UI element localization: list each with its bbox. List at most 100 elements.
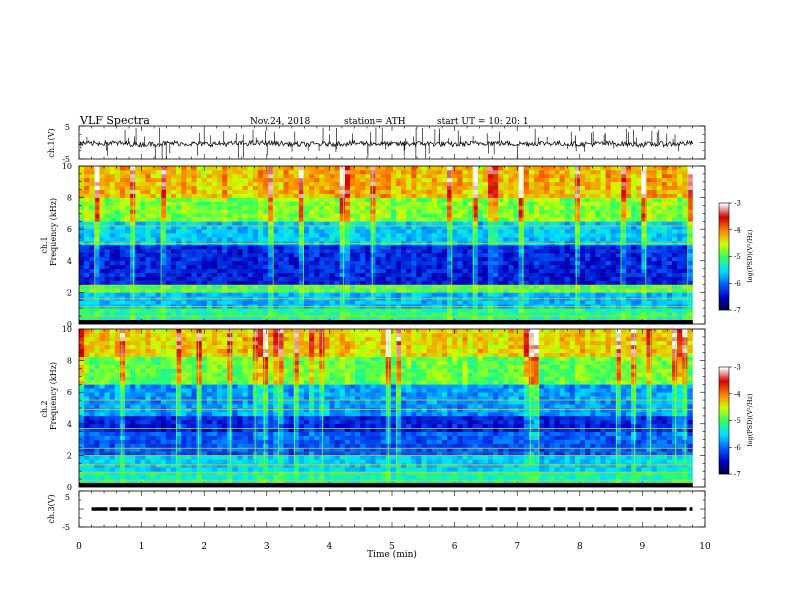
spectrogram-cell — [401, 205, 407, 210]
spectrogram-cell — [672, 193, 678, 198]
spectrogram-cell — [523, 201, 530, 206]
spectrogram-cell — [646, 201, 652, 206]
spectrogram-cell — [626, 268, 632, 273]
spectrogram-cell — [656, 260, 663, 266]
spectrogram-cell — [651, 292, 657, 297]
spectrogram-cell — [462, 280, 468, 285]
spectrogram-cell — [375, 177, 381, 183]
spectrogram-cell — [104, 181, 110, 187]
spectrogram-cell — [677, 272, 683, 277]
spectrogram-cell — [580, 201, 586, 206]
spectrogram-cell — [349, 312, 356, 317]
spectrogram-cell — [477, 177, 484, 183]
spectrogram-cell — [462, 169, 468, 175]
spectrogram-cell — [283, 288, 289, 293]
spectrogram-cell — [79, 288, 85, 293]
spectrogram-cell — [411, 292, 417, 297]
spectrogram-cell — [406, 193, 412, 198]
spectrogram-cell — [595, 237, 601, 242]
spectrogram-cell — [503, 292, 509, 297]
spectrogram-cell — [395, 284, 402, 289]
spectrogram-cell — [528, 256, 535, 262]
spectrogram-cell — [518, 221, 525, 226]
spectrogram-cell — [370, 233, 376, 238]
spectrogram-cell — [518, 229, 525, 234]
spectrogram-cell — [636, 169, 642, 175]
spectrogram-cell — [263, 284, 269, 289]
spectrogram-cell — [672, 272, 678, 277]
spectrogram-cell — [534, 193, 540, 198]
spectrogram-cell — [574, 288, 581, 293]
spectrogram-cell — [600, 252, 606, 258]
spectrogram-cell — [487, 312, 494, 317]
spectrogram-cell — [636, 185, 642, 190]
spectrogram-cell — [109, 189, 116, 194]
spectrogram-cell — [380, 280, 387, 285]
spectrogram-cell — [544, 256, 550, 262]
spectrogram-cell — [518, 213, 525, 218]
spectrogram-cell — [600, 308, 606, 313]
spectrogram-cell — [385, 264, 392, 269]
spectrogram-cell — [559, 308, 565, 313]
spectrogram-cell — [406, 268, 412, 273]
spectrogram-cell — [109, 193, 116, 198]
spectrogram-cell — [176, 288, 182, 293]
spectrogram-cell — [457, 213, 463, 218]
spectrogram-cell — [677, 233, 683, 238]
spectrogram-cell — [385, 260, 392, 266]
spectrogram-cell — [508, 288, 514, 293]
spectrogram-cell — [421, 292, 427, 297]
spectrogram-cell — [585, 233, 591, 238]
spectrogram-cell — [406, 308, 412, 313]
spectrogram-cell — [303, 292, 310, 297]
spectrogram-cell — [247, 177, 254, 183]
spectrogram-cell — [104, 209, 110, 214]
spectrogram-cell — [201, 284, 208, 289]
spectrogram-cell — [375, 237, 381, 242]
spectrogram-cell — [257, 221, 264, 226]
spectrogram-cell — [518, 197, 525, 202]
spectrogram-cell — [661, 264, 668, 269]
spectrogram-cell — [395, 264, 402, 269]
spectrogram-cell — [600, 225, 606, 230]
spectrogram-cell — [181, 300, 187, 305]
spectrogram-cell — [349, 229, 356, 234]
spectrogram-cell — [677, 280, 683, 285]
spectrogram-cell — [104, 189, 110, 194]
spectrogram-cell — [554, 237, 560, 242]
spectrogram-cell — [615, 280, 622, 285]
spectrogram-cell — [145, 316, 151, 321]
spectrogram-cell — [605, 276, 611, 281]
spectrogram-cell — [288, 312, 295, 317]
spectrogram-cell — [682, 237, 688, 242]
spectrogram-cell — [457, 233, 463, 238]
spectrogram-cell — [564, 308, 571, 313]
spectrogram-cell — [539, 221, 545, 226]
spectrogram-cell — [130, 260, 136, 266]
spectrogram-cell — [160, 225, 167, 230]
spectrogram-cell — [293, 288, 300, 293]
spectrogram-cell — [498, 177, 504, 183]
spectrogram-cell — [150, 233, 156, 238]
spectrogram-cell — [84, 245, 90, 250]
spectrogram-cell — [569, 268, 576, 273]
spectrogram-cell — [268, 248, 274, 254]
spectrogram-cell — [559, 169, 565, 175]
spectrogram-cell — [487, 245, 494, 250]
spectrogram-cell — [360, 217, 366, 222]
spectrogram-cell — [309, 312, 315, 317]
spectrogram-cell — [150, 185, 156, 190]
spectrogram-cell — [288, 233, 295, 238]
spectrogram-cell — [293, 252, 300, 258]
spectrogram-cell — [620, 185, 627, 190]
spectrogram-cell — [672, 292, 678, 297]
spectrogram-cell — [503, 248, 509, 254]
spectrogram-cell — [365, 177, 371, 183]
spectrogram-cell — [217, 237, 223, 242]
spectrogram-cell — [150, 197, 156, 202]
spectrogram-cell — [145, 264, 151, 269]
spectrogram-cell — [472, 166, 479, 171]
spectrogram-cell — [656, 272, 663, 277]
spectrogram-cell — [656, 217, 663, 222]
spectrogram-cell — [84, 205, 90, 210]
